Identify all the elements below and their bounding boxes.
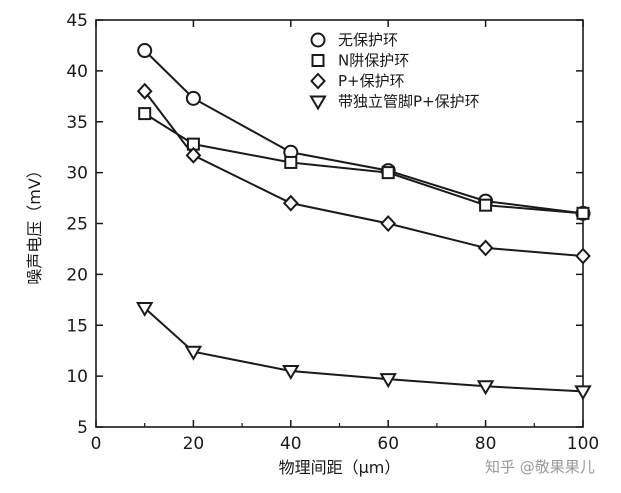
data-point-diamond (282, 194, 299, 212)
y-tick-label: 5 (77, 418, 88, 438)
data-point-triangle-down (476, 380, 495, 396)
data-point-triangle-down (282, 365, 300, 381)
legend-label: 无保护环 (338, 31, 398, 49)
data-point-diamond (136, 82, 153, 100)
data-point-circle (185, 90, 201, 106)
legend-label: N阱保护环 (338, 52, 409, 70)
series-layer (135, 43, 592, 401)
legend-marker-circle (310, 32, 326, 48)
y-tick-label: 35 (66, 113, 88, 133)
data-point-diamond (477, 239, 494, 257)
data-point-square (138, 107, 152, 121)
data-point-square (479, 198, 493, 212)
x-tick-label: 0 (91, 434, 102, 454)
data-point-diamond (575, 247, 591, 265)
legend-marker-diamond (310, 72, 326, 90)
data-point-square (381, 166, 395, 180)
legend-marker-square (311, 54, 325, 67)
legend-label: P+保护环 (338, 72, 405, 90)
x-tick-label: 100 (567, 434, 599, 454)
series-1 (137, 43, 591, 221)
y-tick-label: 45 (66, 11, 88, 31)
x-tick-label: 80 (475, 434, 497, 454)
series-line (143, 49, 584, 215)
legend-entry: N阱保护环 (311, 52, 409, 70)
data-point-triangle-down (184, 345, 203, 361)
data-point-square (576, 206, 590, 220)
data-point-triangle-down (574, 385, 592, 401)
legend-entry: P+保护环 (310, 72, 405, 90)
legend-label: 带独立管脚P+保护环 (338, 93, 480, 111)
series-line (144, 307, 584, 393)
chart-axes: 0 20 40 60 80 100 5 10 15 20 25 30 35 40 45 (66, 11, 599, 454)
y-tick-label: 25 (66, 215, 88, 235)
legend-entry: 带独立管脚P+保护环 (309, 93, 480, 111)
series-2 (138, 107, 590, 220)
data-point-triangle-down (379, 373, 397, 389)
y-tick-label: 40 (66, 62, 88, 82)
x-tick-label: 20 (183, 434, 205, 454)
x-tick-label: 60 (377, 434, 399, 454)
data-point-diamond (380, 215, 397, 232)
legend-entry: 无保护环 (310, 31, 398, 49)
data-point-circle (137, 43, 153, 59)
watermark: 知乎 @敬果果儿 (485, 458, 595, 476)
x-tick-label: 40 (280, 434, 302, 454)
series-line (143, 90, 584, 258)
series-line (144, 112, 584, 215)
series-3 (136, 82, 591, 265)
series-4 (135, 301, 592, 401)
x-axis-title: 物理间距（μm） (279, 458, 401, 477)
y-axis-title: 噪声电压（mV） (25, 162, 44, 285)
y-tick-label: 20 (66, 265, 88, 285)
data-point-diamond (185, 146, 202, 164)
data-point-square (284, 155, 298, 169)
y-tick-label: 10 (66, 367, 88, 387)
legend-marker-triangle-down (309, 95, 327, 111)
data-point-triangle-down (135, 301, 154, 317)
y-tick-label: 15 (66, 316, 88, 336)
y-tick-label: 30 (66, 164, 88, 184)
